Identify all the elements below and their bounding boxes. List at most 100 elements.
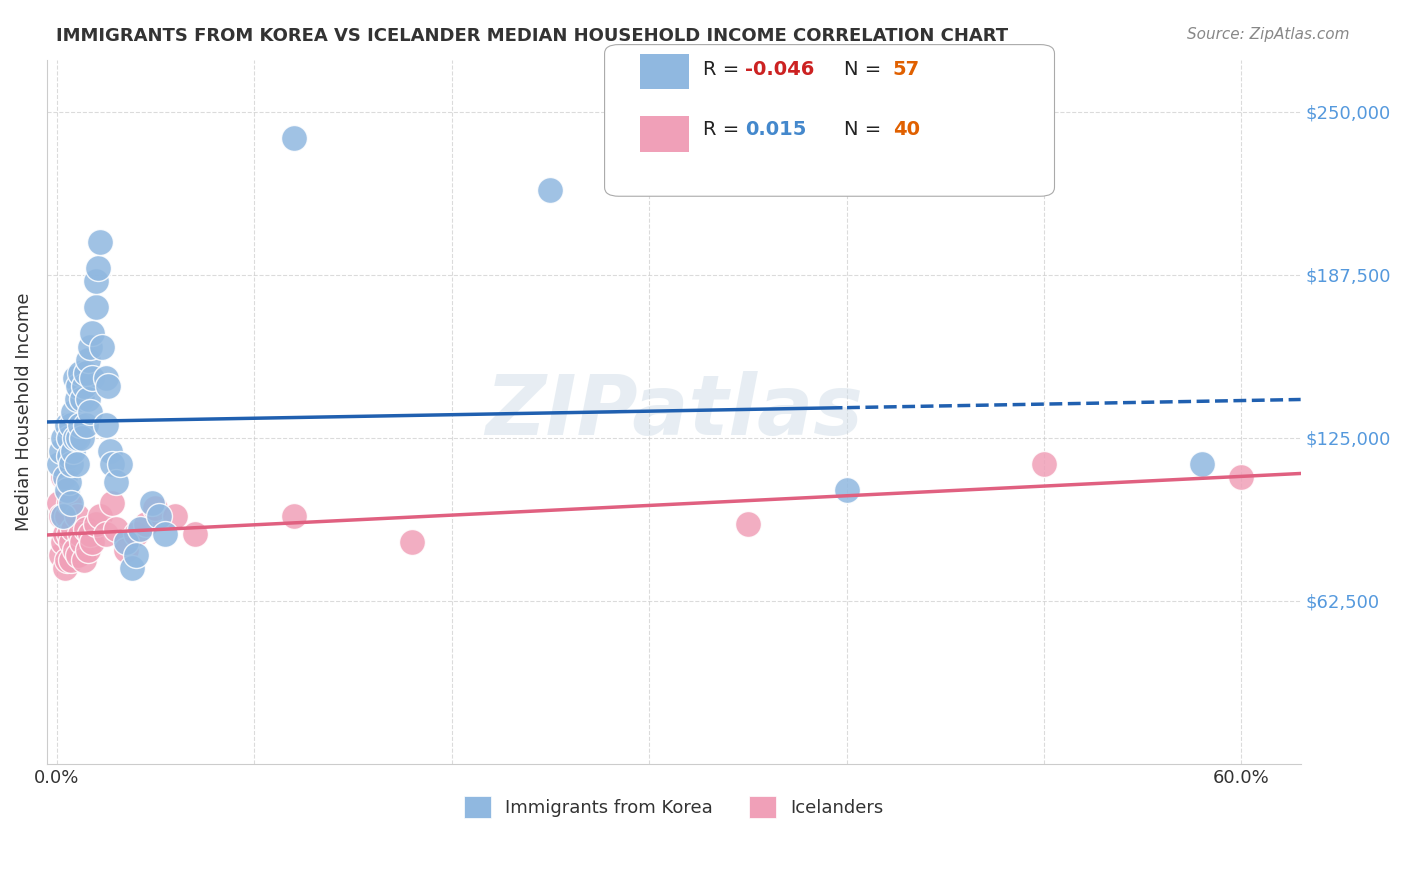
Point <box>84 274 107 288</box>
Point <box>101 496 124 510</box>
Point <box>115 535 138 549</box>
Point <box>48 496 70 510</box>
Point <box>75 366 97 380</box>
Point <box>69 417 91 432</box>
Point <box>55 483 77 497</box>
Point <box>121 561 143 575</box>
Point <box>155 527 177 541</box>
Point <box>62 405 84 419</box>
Point <box>58 475 80 490</box>
Point <box>52 535 75 549</box>
Point <box>59 417 82 432</box>
Text: IMMIGRANTS FROM KOREA VS ICELANDER MEDIAN HOUSEHOLD INCOME CORRELATION CHART: IMMIGRANTS FROM KOREA VS ICELANDER MEDIA… <box>56 27 1008 45</box>
Point <box>1033 457 1056 471</box>
Point <box>184 527 207 541</box>
Point <box>82 326 104 341</box>
Point <box>48 457 70 471</box>
Point <box>65 509 87 524</box>
Point <box>87 261 110 276</box>
Point <box>58 431 80 445</box>
Point <box>125 527 148 541</box>
Text: R =: R = <box>703 120 745 139</box>
Point <box>135 516 157 531</box>
Text: ZIPatlas: ZIPatlas <box>485 371 863 452</box>
Point <box>538 183 561 197</box>
Point <box>52 431 75 445</box>
Point <box>89 235 111 249</box>
Point <box>79 527 101 541</box>
Text: 57: 57 <box>893 60 920 79</box>
Point <box>58 527 80 541</box>
Point <box>49 509 72 524</box>
Point <box>84 301 107 315</box>
Point <box>94 527 117 541</box>
Point <box>737 516 759 531</box>
Y-axis label: Median Household Income: Median Household Income <box>15 293 32 531</box>
Point <box>94 417 117 432</box>
Point <box>283 509 305 524</box>
Point <box>52 470 75 484</box>
Point <box>835 483 858 497</box>
Point <box>77 543 100 558</box>
Point <box>94 371 117 385</box>
Text: 0.015: 0.015 <box>745 120 807 139</box>
Point <box>101 457 124 471</box>
Point <box>401 535 423 549</box>
Point <box>75 522 97 536</box>
Point <box>58 449 80 463</box>
Point <box>128 522 150 536</box>
Point <box>72 535 94 549</box>
Point <box>72 431 94 445</box>
Point <box>89 509 111 524</box>
Point <box>53 470 76 484</box>
Point <box>141 496 163 510</box>
Point <box>91 339 114 353</box>
Point <box>67 431 90 445</box>
Text: R =: R = <box>703 60 745 79</box>
Point <box>283 131 305 145</box>
Point <box>104 475 127 490</box>
Point <box>49 548 72 562</box>
Text: Source: ZipAtlas.com: Source: ZipAtlas.com <box>1187 27 1350 42</box>
Point <box>97 378 120 392</box>
Text: N =: N = <box>844 60 887 79</box>
Point <box>145 501 167 516</box>
Point <box>67 548 90 562</box>
Point <box>53 561 76 575</box>
Point <box>79 405 101 419</box>
Point <box>69 366 91 380</box>
Point <box>63 543 86 558</box>
Point <box>63 371 86 385</box>
Point <box>79 339 101 353</box>
Point <box>62 522 84 536</box>
Point <box>1191 457 1213 471</box>
Point <box>59 535 82 549</box>
Point <box>55 553 77 567</box>
Point <box>59 457 82 471</box>
Point <box>62 443 84 458</box>
Point <box>82 371 104 385</box>
Point <box>59 553 82 567</box>
Point <box>148 509 170 524</box>
Point <box>104 522 127 536</box>
Point <box>77 352 100 367</box>
Point <box>72 392 94 406</box>
Point <box>73 378 96 392</box>
Point <box>82 535 104 549</box>
Point <box>115 543 138 558</box>
Point <box>58 496 80 510</box>
Text: N =: N = <box>844 120 887 139</box>
Point <box>49 443 72 458</box>
Point <box>73 553 96 567</box>
Point <box>69 527 91 541</box>
Point <box>65 457 87 471</box>
Point <box>63 431 86 445</box>
Point <box>77 392 100 406</box>
Point <box>55 417 77 432</box>
Point <box>52 509 75 524</box>
Point <box>108 457 131 471</box>
Point <box>53 527 76 541</box>
Text: -0.046: -0.046 <box>745 60 814 79</box>
Text: 40: 40 <box>893 120 920 139</box>
Point <box>165 509 187 524</box>
